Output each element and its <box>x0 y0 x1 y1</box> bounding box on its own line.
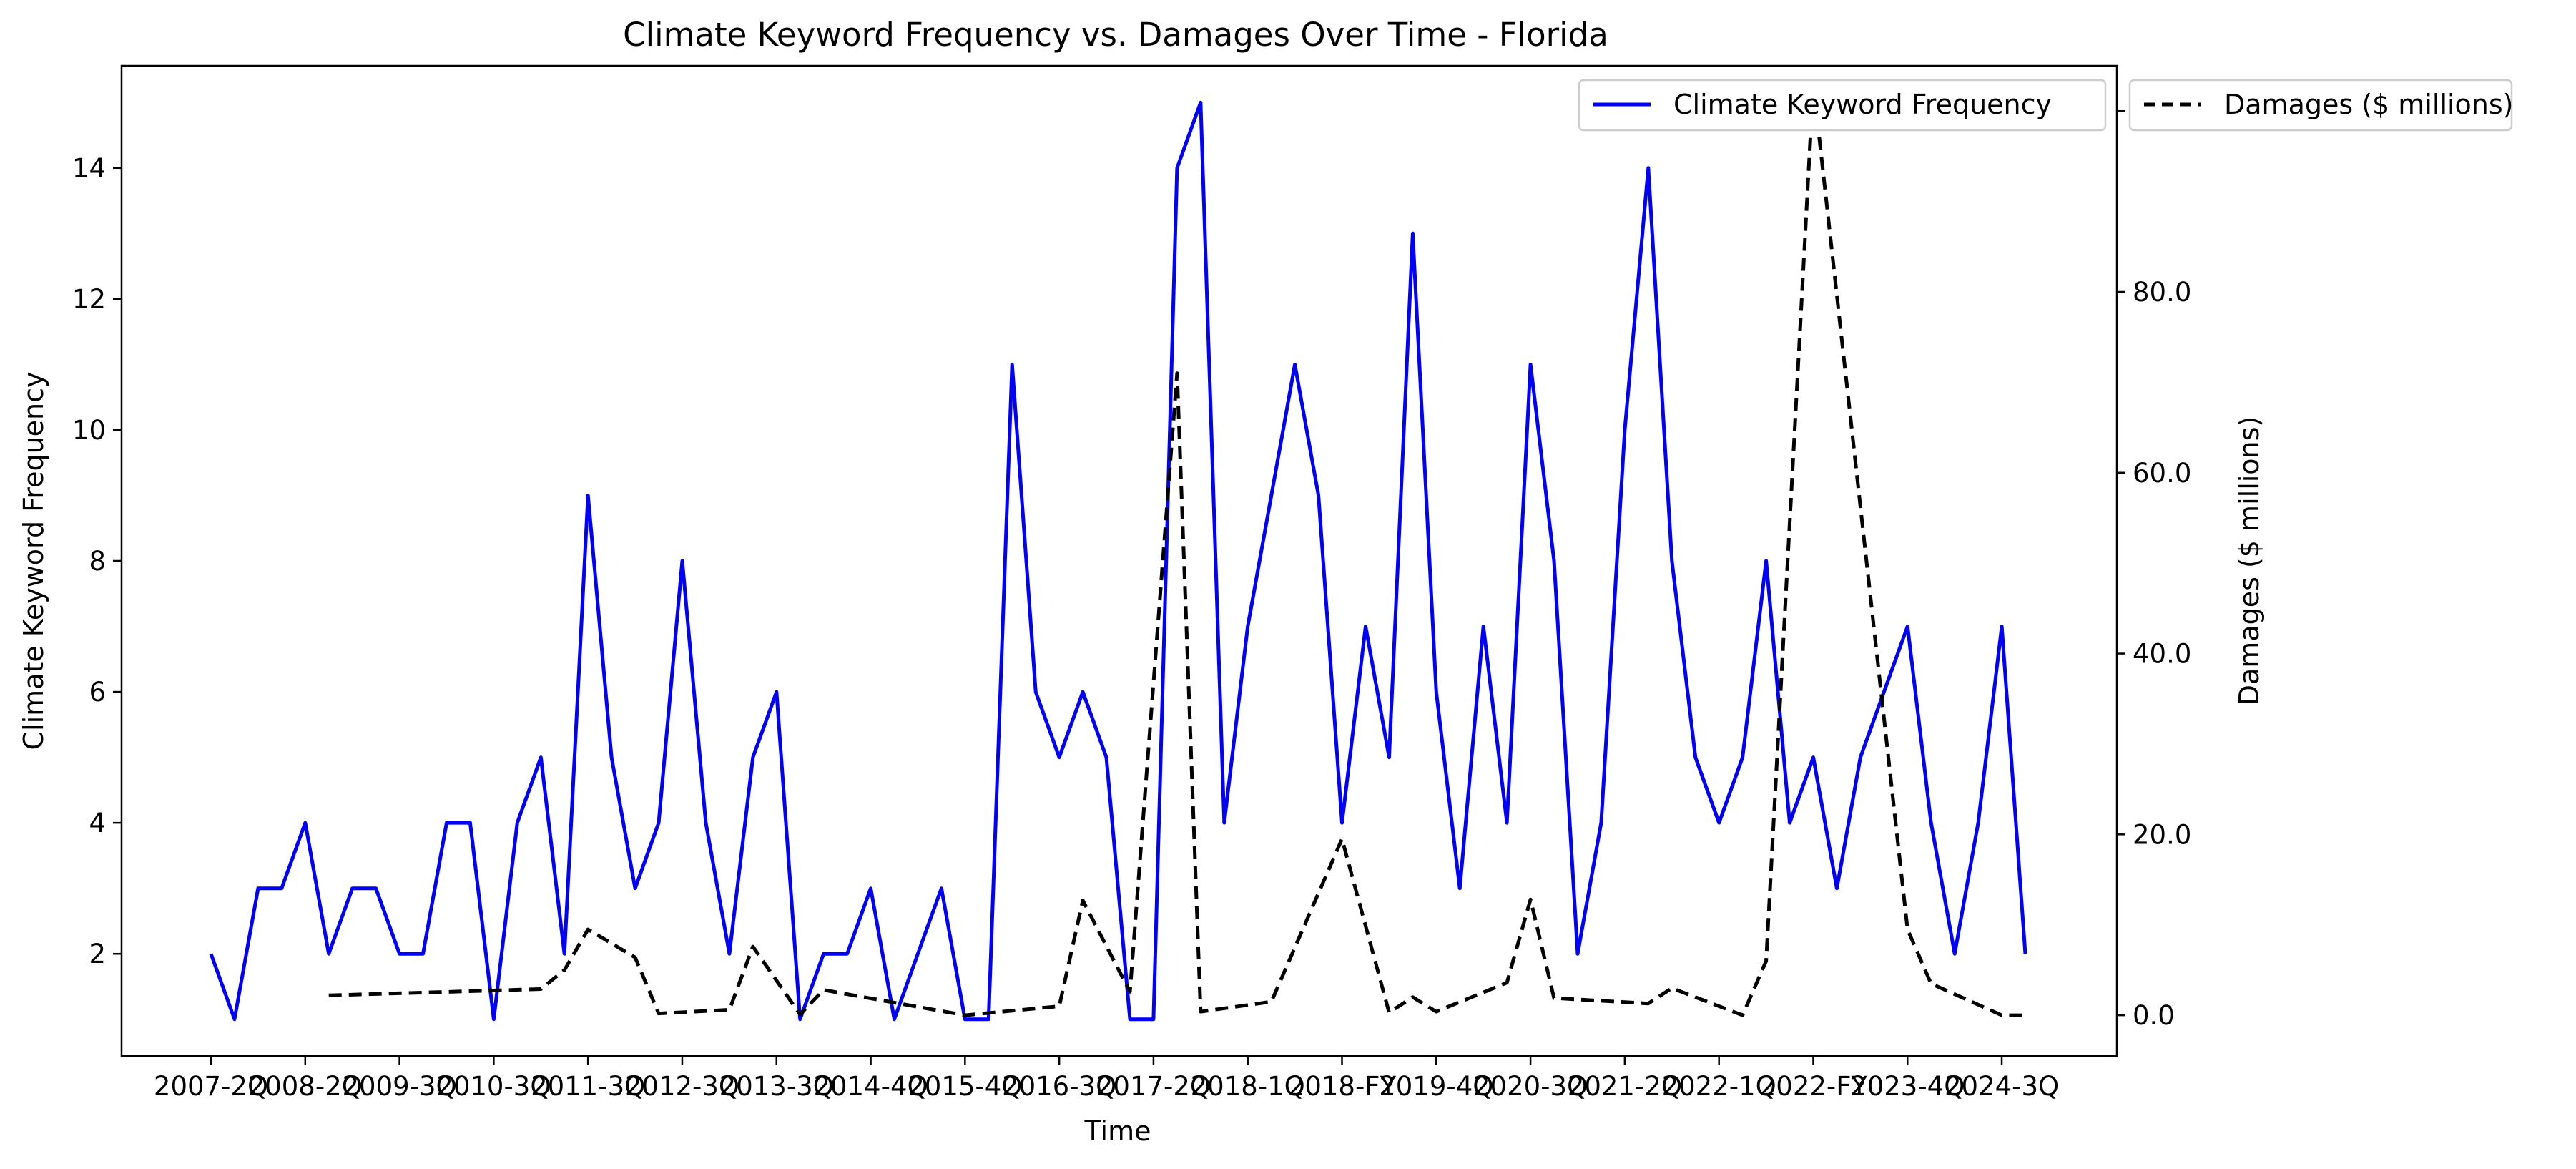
legend-damages-label: Damages ($ millions) <box>2224 89 2514 120</box>
legend-damages: Damages ($ millions) <box>2128 79 2514 132</box>
x-tick-label: 2011-3Q <box>531 1071 645 1102</box>
x-tick-label: 2008-2Q <box>248 1071 363 1102</box>
x-axis-label: Time <box>1084 1115 1151 1147</box>
legend-keyword-box <box>1578 79 2107 132</box>
left-y-axis: 2 4 6 8 10 12 14 <box>72 153 122 969</box>
x-tick-label: 2024-3Q <box>1945 1071 2059 1102</box>
legend-damages-box <box>2128 79 2513 132</box>
left-y-tick-label: 8 <box>89 546 106 577</box>
series-layer <box>209 82 2027 1022</box>
right-y-tick-label: 40.0 <box>2133 639 2191 670</box>
legend-keyword: Climate Keyword Frequency <box>1578 79 2107 132</box>
x-tick-label: 2014-4Q <box>813 1071 928 1102</box>
x-tick-label: 2020-3Q <box>1473 1071 1588 1102</box>
x-tick-label: 2022-FY <box>1759 1071 1868 1102</box>
chart-title: Climate Keyword Frequency vs. Damages Ov… <box>623 16 1608 54</box>
x-tick-label: 2018-FY <box>1288 1071 1397 1102</box>
left-y-tick-label: 4 <box>89 808 106 838</box>
x-tick-label: 2018-1Q <box>1191 1071 1305 1102</box>
left-y-tick-label: 2 <box>89 939 106 969</box>
left-y-tick-label: 10 <box>72 415 106 446</box>
x-tick-label: 2022-1Q <box>1662 1071 1776 1102</box>
x-tick-label: 2010-3Q <box>436 1071 551 1102</box>
left-y-tick-label: 14 <box>72 153 106 184</box>
x-tick-label: 2017-2Q <box>1096 1071 1211 1102</box>
right-y-axis: 0.020.040.060.080.0100.0 <box>2117 96 2208 1031</box>
right-y-tick-label: 80.0 <box>2133 277 2191 308</box>
right-y-axis-label: Damages ($ millions) <box>2233 416 2265 706</box>
legend-keyword-label: Climate Keyword Frequency <box>1673 89 2052 120</box>
x-tick-label: 2012-3Q <box>625 1071 739 1102</box>
x-tick-label: 2021-2Q <box>1568 1071 1682 1102</box>
x-tick-label: 2019-4Q <box>1379 1071 1493 1102</box>
x-tick-label: 2009-3Q <box>342 1071 456 1102</box>
series-line-damages <box>328 82 2025 1017</box>
x-tick-label: 2007-2Q <box>154 1071 268 1102</box>
left-y-axis-label: Climate Keyword Frequency <box>18 372 49 750</box>
x-axis: 2007-2Q2008-2Q2009-3Q2010-3Q2011-3Q2012-… <box>154 1056 2059 1102</box>
right-y-tick-label: 0.0 <box>2133 1000 2175 1031</box>
right-y-tick-label: 20.0 <box>2133 819 2191 850</box>
left-y-tick-label: 12 <box>72 284 106 315</box>
x-tick-label: 2013-3Q <box>719 1071 834 1102</box>
right-y-tick-label: 60.0 <box>2133 458 2191 489</box>
x-tick-label: 2023-4Q <box>1850 1071 1965 1102</box>
series-line-keyword-frequency <box>209 100 2027 1022</box>
x-tick-label: 2015-4Q <box>908 1071 1022 1102</box>
x-tick-label: 2016-3Q <box>1002 1071 1116 1102</box>
left-y-tick-label: 6 <box>89 677 106 708</box>
